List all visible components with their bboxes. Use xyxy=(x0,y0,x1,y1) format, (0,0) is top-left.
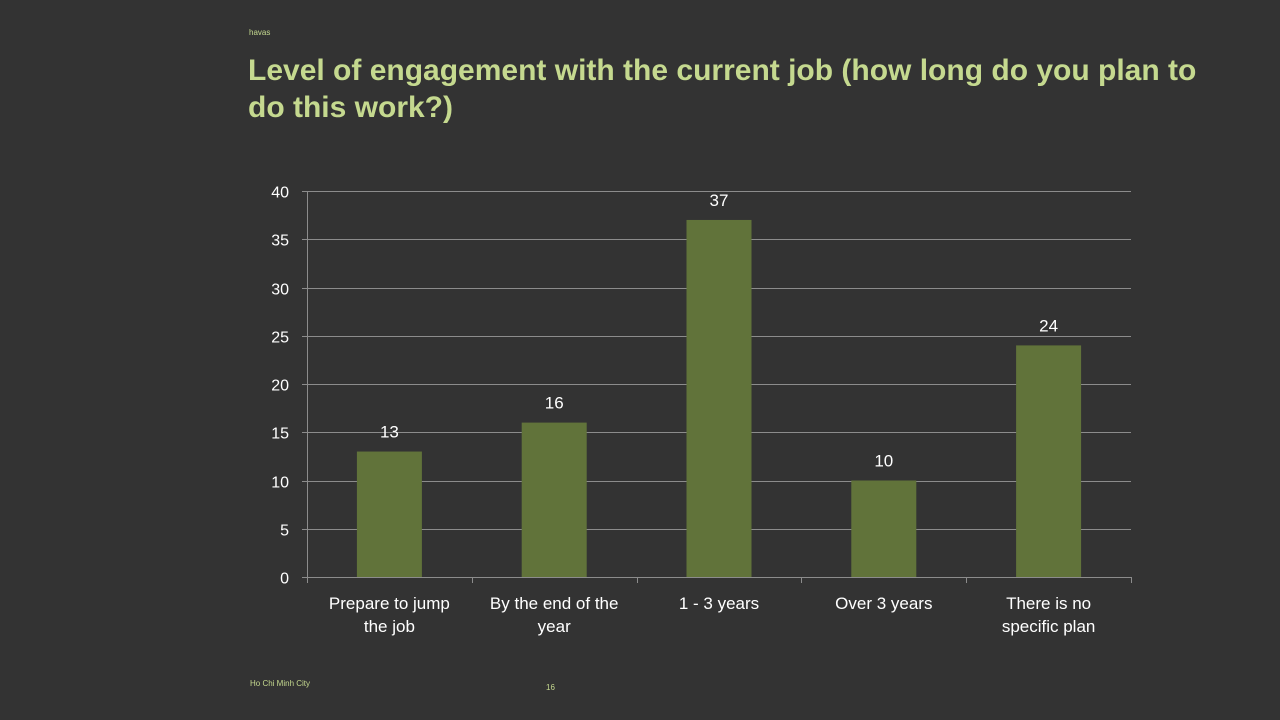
x-category-label: the job xyxy=(364,617,415,636)
x-category-label: 1 - 3 years xyxy=(679,594,759,613)
x-category-label: There is no xyxy=(1006,594,1091,613)
bar xyxy=(686,219,752,577)
data-label: 24 xyxy=(1039,316,1058,335)
bars xyxy=(356,219,1082,577)
page-number: 16 xyxy=(546,683,555,692)
slide-title: Level of engagement with the current job… xyxy=(248,54,1197,124)
labels: 0 5 10 15 20 25 30 35 40 13 Prepare to jump the job… xyxy=(271,185,1095,637)
brand-label: havas xyxy=(249,28,271,37)
y-tick-label: 25 xyxy=(271,330,289,347)
x-category-label: By the end of the xyxy=(490,594,619,613)
data-label: 16 xyxy=(545,394,564,413)
bar xyxy=(1016,345,1082,577)
data-label: 37 xyxy=(710,191,729,210)
y-tick-label: 40 xyxy=(271,185,289,202)
y-tick-label: 35 xyxy=(271,233,289,250)
y-tick-label: 5 xyxy=(280,523,289,540)
y-tick-label: 0 xyxy=(280,571,289,588)
bar xyxy=(851,480,917,577)
bar xyxy=(356,451,422,577)
y-tick-label: 15 xyxy=(271,426,289,443)
data-label: 13 xyxy=(380,423,399,442)
footer-location: Ho Chi Minh City xyxy=(250,679,311,688)
y-tick-label: 10 xyxy=(271,475,289,492)
x-category-label: Prepare to jump xyxy=(329,594,450,613)
y-tick-label: 30 xyxy=(271,282,289,299)
x-category-label: year xyxy=(538,617,571,636)
axes xyxy=(302,191,1132,583)
data-label: 10 xyxy=(874,452,893,471)
x-category-label: specific plan xyxy=(1002,617,1096,636)
x-category-label: Over 3 years xyxy=(835,594,932,613)
y-tick-label: 20 xyxy=(271,378,289,395)
bar xyxy=(521,422,587,577)
